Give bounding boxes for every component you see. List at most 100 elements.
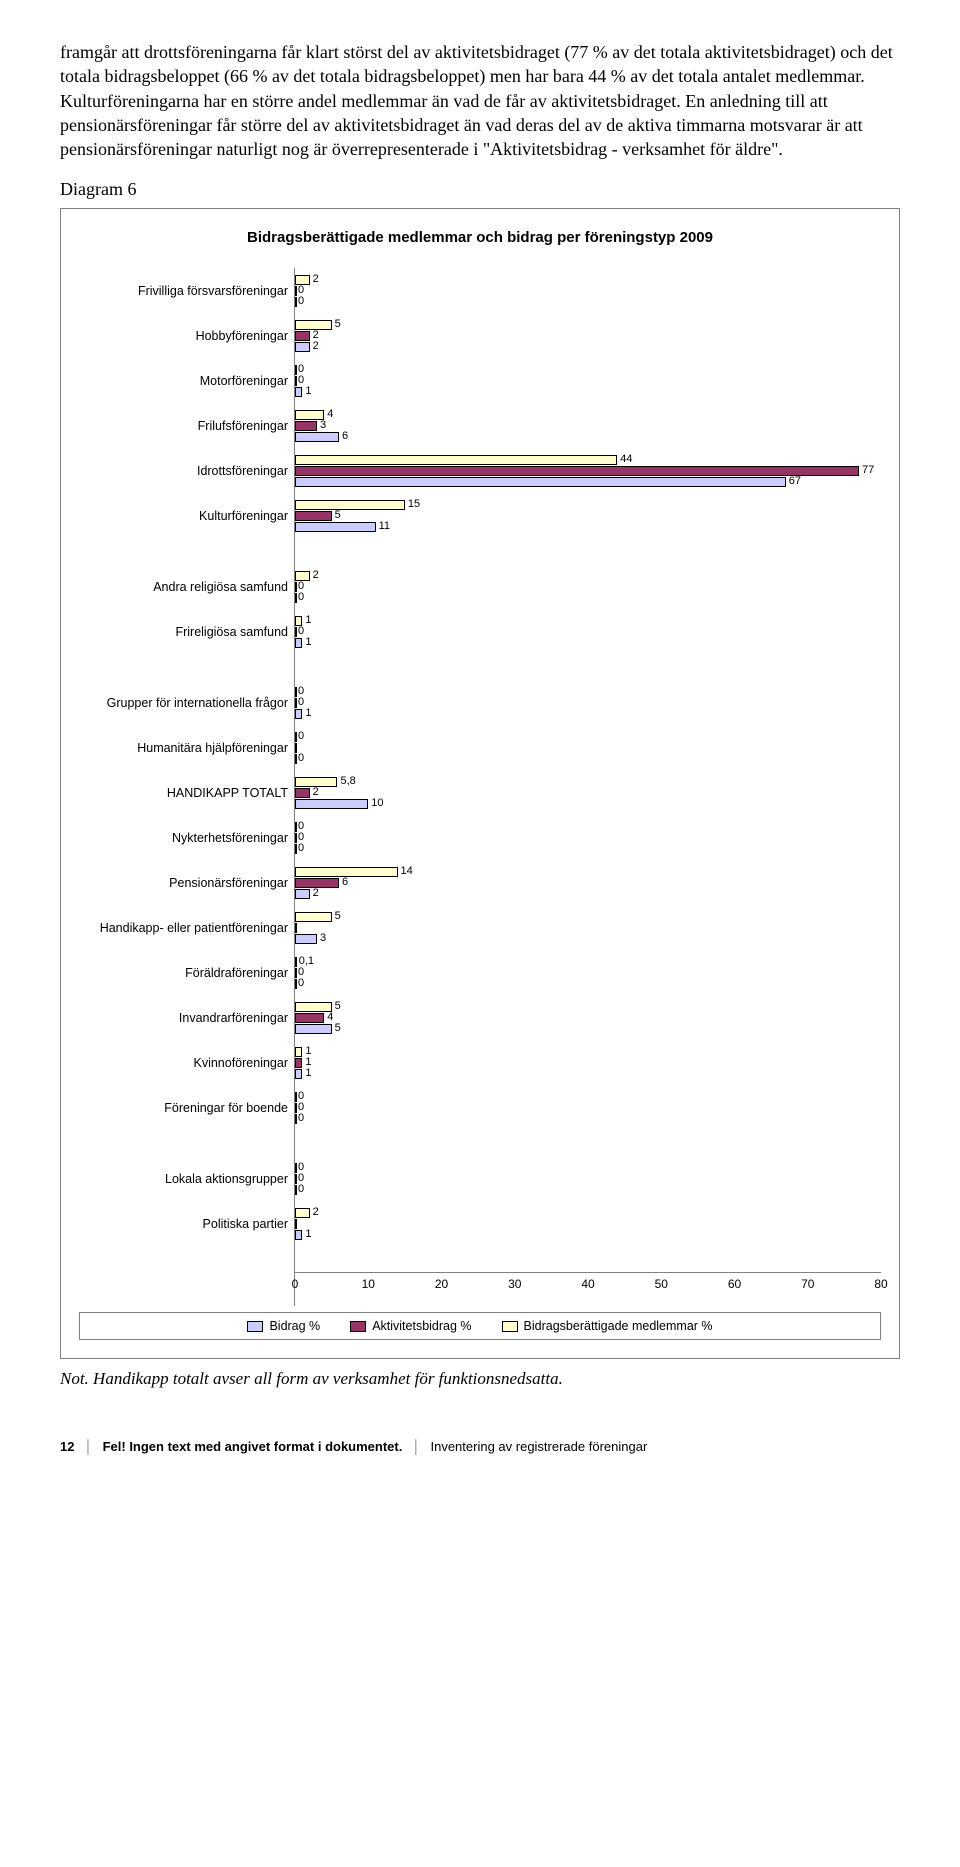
category-label: Föräldraföreningar	[79, 950, 288, 995]
category-label: Frivilliga försvarsföreningar	[79, 268, 288, 313]
footer-text-2: Inventering av registrerade föreningar	[430, 1439, 647, 1454]
bar	[295, 342, 310, 352]
bar	[295, 1208, 310, 1218]
bar	[295, 387, 302, 397]
bar-value-label: 1	[305, 708, 311, 719]
category-label: Pensionärsföreningar	[79, 860, 288, 905]
bar	[295, 754, 297, 764]
bar-row: 001	[295, 358, 881, 403]
bar-value-label: 10	[371, 798, 383, 809]
bar-value-label: 5,8	[340, 776, 355, 787]
bar	[295, 522, 376, 532]
legend-item: Aktivitetsbidrag %	[350, 1319, 471, 1333]
plot-area: 20052200143644776715511200101001005,8210…	[294, 268, 881, 1306]
bar-value-label: 2	[313, 274, 319, 285]
bar	[295, 957, 297, 967]
category-label: Kvinnoföreningar	[79, 1040, 288, 1085]
legend-label: Bidrag %	[269, 1319, 320, 1333]
bar-value-label: 5	[335, 319, 341, 330]
bar-row: 000	[295, 815, 881, 860]
bar	[295, 923, 297, 933]
bar-value-label: 5	[335, 911, 341, 922]
category-label: Andra religiösa samfund	[79, 564, 288, 609]
bar-value-label: 6	[342, 431, 348, 442]
bar-value-label: 4	[327, 409, 333, 420]
category-label: Motorföreningar	[79, 358, 288, 403]
bar-value-label: 0	[298, 1113, 304, 1124]
bar	[295, 1002, 332, 1012]
bar	[295, 1058, 302, 1068]
bar-value-label: 5	[335, 1001, 341, 1012]
bar-value-label: 67	[789, 476, 801, 487]
category-label: Humanitära hjälpföreningar	[79, 725, 288, 770]
x-tick-label: 80	[874, 1277, 887, 1291]
x-tick-label: 40	[581, 1277, 594, 1291]
bar-row: 200	[295, 564, 881, 609]
chart-container: Bidragsberättigade medlemmar och bidrag …	[60, 208, 900, 1359]
bar-row: 43 6	[295, 403, 881, 448]
bar-value-label: 0	[298, 626, 304, 637]
bar-value-label: 3	[320, 420, 326, 431]
bar-row: 00	[295, 725, 881, 770]
category-label: Frilufsföreningar	[79, 403, 288, 448]
chart-note: Not. Handikapp totalt avser all form av …	[60, 1369, 900, 1389]
bar-row: 001	[295, 680, 881, 725]
bar-value-label: 11	[379, 521, 390, 532]
bar	[295, 331, 310, 341]
bar	[295, 1013, 324, 1023]
legend-label: Bidragsberättigade medlemmar %	[524, 1319, 713, 1333]
bar-row: 53	[295, 905, 881, 950]
bar-row: 5,8210	[295, 770, 881, 815]
bar-value-label: 2	[313, 888, 319, 899]
bar	[295, 833, 297, 843]
x-tick-label: 0	[292, 1277, 299, 1291]
bar	[295, 732, 297, 742]
category-label: Politiska partier	[79, 1201, 288, 1246]
footer-separator: │	[84, 1439, 92, 1454]
category-label: Föreningar för boende	[79, 1085, 288, 1130]
bar	[295, 788, 310, 798]
page-number: 12	[60, 1439, 74, 1454]
bar	[295, 1163, 297, 1173]
category-label: Invandrarföreningar	[79, 995, 288, 1040]
legend-item: Bidrag %	[247, 1319, 320, 1333]
bar-value-label: 1	[305, 1068, 311, 1079]
bar-row: 200	[295, 268, 881, 313]
category-label: Lokala aktionsgrupper	[79, 1156, 288, 1201]
category-label: Nykterhetsföreningar	[79, 815, 288, 860]
bar-value-label: 0	[298, 592, 304, 603]
category-label: Hobbyföreningar	[79, 313, 288, 358]
body-paragraph: framgår att drottsföreningarna får klart…	[60, 40, 900, 161]
bar	[295, 582, 297, 592]
bar	[295, 889, 310, 899]
bar	[295, 365, 297, 375]
legend-swatch	[247, 1321, 263, 1332]
category-label: Idrottsföreningar	[79, 448, 288, 493]
bar-value-label: 6	[342, 877, 348, 888]
bar	[295, 822, 297, 832]
bar	[295, 912, 332, 922]
bar	[295, 698, 297, 708]
x-tick-label: 10	[362, 1277, 375, 1291]
bar-value-label: 1	[305, 1229, 311, 1240]
bar-row: 14 6 2	[295, 860, 881, 905]
chart-legend: Bidrag % Aktivitetsbidrag % Bidragsberätti…	[79, 1312, 881, 1340]
x-tick-label: 50	[655, 1277, 668, 1291]
bar	[295, 979, 297, 989]
bar-row: 101	[295, 609, 881, 654]
bar-value-label: 0	[298, 843, 304, 854]
bar-value-label: 4	[327, 1012, 333, 1023]
bar-value-label: 0	[298, 978, 304, 989]
bar	[295, 511, 332, 521]
bar-value-label: 1	[305, 615, 311, 626]
footer-text-1: Fel! Ingen text med angivet format i dok…	[103, 1439, 403, 1454]
bar	[295, 1185, 297, 1195]
bar	[295, 1047, 302, 1057]
x-tick-label: 60	[728, 1277, 741, 1291]
bar	[295, 709, 302, 719]
bar	[295, 286, 297, 296]
bar-row: 447767	[295, 448, 881, 493]
diagram-label: Diagram 6	[60, 179, 900, 200]
page-footer: 12 │ Fel! Ingen text med angivet format …	[60, 1439, 900, 1454]
bar-value-label: 14	[401, 866, 413, 877]
